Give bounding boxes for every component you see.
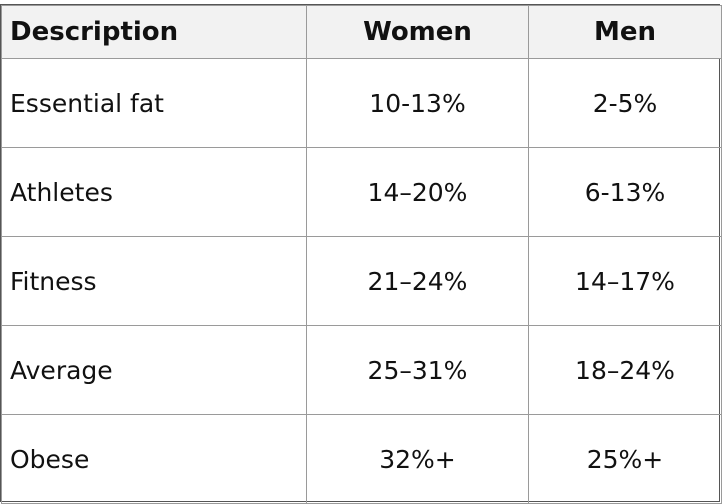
table-cell: 21–24% [306, 236, 529, 326]
table-cell: 10-13% [306, 58, 529, 148]
body-fat-table: Description Women Men Essential fat 10-13… [1, 5, 722, 504]
table-cell: 14–17% [528, 236, 722, 326]
table-cell: 32%+ [306, 414, 529, 504]
table-row: Essential fat 10-13% 2-5% [1, 58, 722, 148]
table-cell: Essential fat [1, 58, 307, 148]
table-body: Essential fat 10-13% 2-5% Athletes 14–20% 6-1… [1, 58, 722, 504]
table-row: Athletes 14–20% 6-13% [1, 147, 722, 237]
table-cell: 25%+ [528, 414, 722, 504]
table-cell: 25–31% [306, 325, 529, 415]
table-cell: Average [1, 325, 307, 415]
table-cell: Obese [1, 414, 307, 504]
table-row: Average 25–31% 18–24% [1, 325, 722, 415]
table-row: Obese 32%+ 25%+ [1, 414, 722, 504]
header-cell: Description [1, 5, 307, 59]
header-row: Description Women Men [1, 5, 722, 59]
table-cell: 2-5% [528, 58, 722, 148]
header-cell: Men [528, 5, 722, 59]
table-cell: 6-13% [528, 147, 722, 237]
table-frame: Description Women Men Essential fat 10-13… [0, 4, 722, 504]
table-cell: 18–24% [528, 325, 722, 415]
table-row: Fitness 21–24% 14–17% [1, 236, 722, 326]
table-cell: 14–20% [306, 147, 529, 237]
header-cell: Women [306, 5, 529, 59]
table-cell: Fitness [1, 236, 307, 326]
table-cell: Athletes [1, 147, 307, 237]
